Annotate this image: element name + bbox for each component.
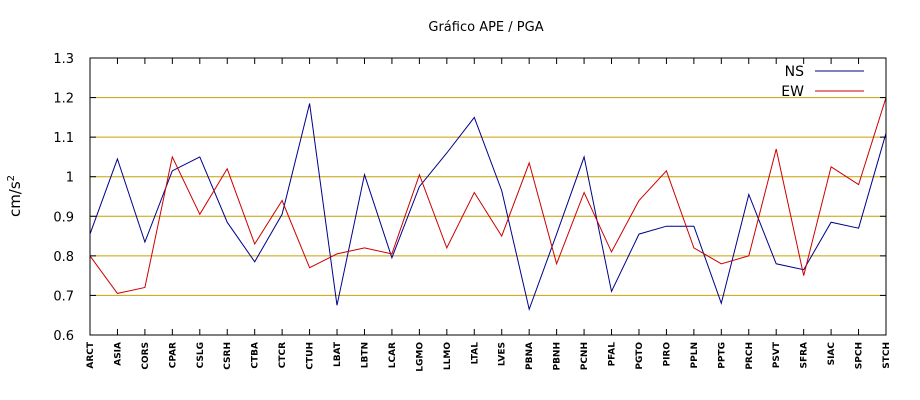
x-category-label: LTAL (470, 342, 480, 365)
x-category-label: PPTG (717, 342, 727, 369)
x-category-label: PIRO (662, 342, 672, 367)
x-category-label: SPCH (855, 342, 865, 369)
grid-lines (90, 97, 886, 296)
legend: NS EW (781, 64, 864, 100)
y-axis-ticks: 0.6 0.7 0.8 0.9 1 1.1 1.2 1.3 (53, 52, 886, 344)
plot-frame (89, 57, 887, 336)
x-category-label: LLMO (443, 342, 453, 370)
x-category-label: PBNH (553, 342, 563, 371)
x-axis-categories: ARCT ASIA CORS CPAR CSLG CSRH CTBA CTCR CTUH LBAT… (86, 58, 892, 372)
x-category-label: CSRH (223, 342, 233, 370)
y-tick-label: 1.1 (53, 131, 74, 146)
x-category-label: PFAL (608, 342, 618, 367)
y-axis-label: cm/s2 (6, 175, 24, 217)
x-category-label: CTUH (306, 342, 316, 370)
x-category-label: PPLN (690, 342, 700, 368)
series-lines (89, 97, 887, 312)
x-category-label: CPAR (168, 342, 178, 368)
y-tick-label: 0.8 (53, 250, 74, 265)
x-category-label: CTCR (278, 342, 288, 368)
x-category-label: SFRA (800, 342, 810, 369)
x-category-label: LGMO (415, 342, 425, 372)
y-axis-label-exponent: 2 (6, 175, 17, 181)
x-category-label: LVES (498, 342, 508, 366)
x-category-label: ASIA (113, 342, 123, 366)
x-category-label: SIAC (827, 342, 837, 366)
x-category-label: LBTN (360, 342, 370, 368)
x-category-label: LBAT (333, 341, 343, 367)
y-tick-label: 0.9 (53, 210, 74, 225)
series-line-ns (89, 103, 887, 312)
x-category-label: CTBA (251, 342, 261, 369)
y-tick-label: 0.7 (53, 289, 74, 304)
y-tick-label: 1.3 (53, 52, 74, 67)
x-category-label: CORS (141, 342, 151, 370)
x-category-label: PBNA (525, 342, 535, 370)
legend-label-ew: EW (781, 84, 804, 100)
x-category-label: PGTO (635, 342, 645, 370)
x-category-label: PCNH (580, 342, 590, 370)
y-axis-label-text: cm/s (6, 181, 24, 217)
series-line-ew (89, 97, 887, 294)
legend-label-ns: NS (785, 64, 804, 80)
y-tick-label: 1.2 (53, 92, 74, 107)
y-tick-label: 1 (66, 171, 74, 186)
y-tick-label: 0.6 (53, 329, 74, 344)
x-category-label: STCH (882, 342, 892, 369)
x-category-label: CSLG (196, 342, 206, 368)
chart-title: Gráfico APE / PGA (428, 20, 543, 35)
x-category-label: PSVT (772, 341, 782, 368)
x-category-label: ARCT (86, 341, 96, 369)
x-category-label: LCAR (388, 342, 398, 368)
x-category-label: PRCH (745, 342, 755, 370)
